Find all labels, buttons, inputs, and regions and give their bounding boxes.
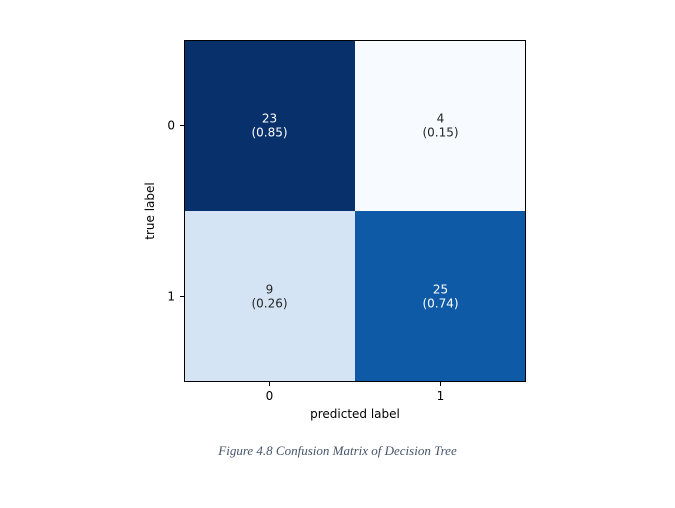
plot-frame [184, 40, 526, 382]
x-tick-label-1: 1 [437, 389, 445, 403]
y-axis-ticks: 01 [167, 119, 184, 304]
matrix-cell-labels: 23(0.85) 4(0.15) 9(0.26) 25(0.74) [251, 112, 458, 311]
figure-caption: Figure 4.8 Confusion Matrix of Decision … [218, 443, 457, 458]
matrix-cell-0-0 [184, 40, 355, 211]
y-tick-label-0: 0 [167, 119, 175, 133]
y-tick-label-1: 1 [167, 290, 175, 304]
cell-fraction-0-0: (0.85) [251, 126, 287, 140]
cell-fraction-0-1: (0.15) [422, 126, 458, 140]
cell-count-1-0: 9 [266, 283, 274, 297]
y-axis-label: true label [143, 182, 157, 239]
matrix-cells [184, 40, 526, 382]
cell-count-0-1: 4 [437, 112, 445, 126]
cell-fraction-1-0: (0.26) [251, 297, 287, 311]
cell-count-0-0: 23 [262, 112, 277, 126]
matrix-cell-1-0 [184, 211, 355, 382]
x-axis-label: predicted label [310, 407, 400, 421]
matrix-cell-1-1 [355, 211, 526, 382]
cell-fraction-1-1: (0.74) [422, 297, 458, 311]
x-tick-label-0: 0 [266, 389, 274, 403]
cell-count-1-1: 25 [433, 283, 448, 297]
matrix-cell-0-1 [355, 40, 526, 211]
